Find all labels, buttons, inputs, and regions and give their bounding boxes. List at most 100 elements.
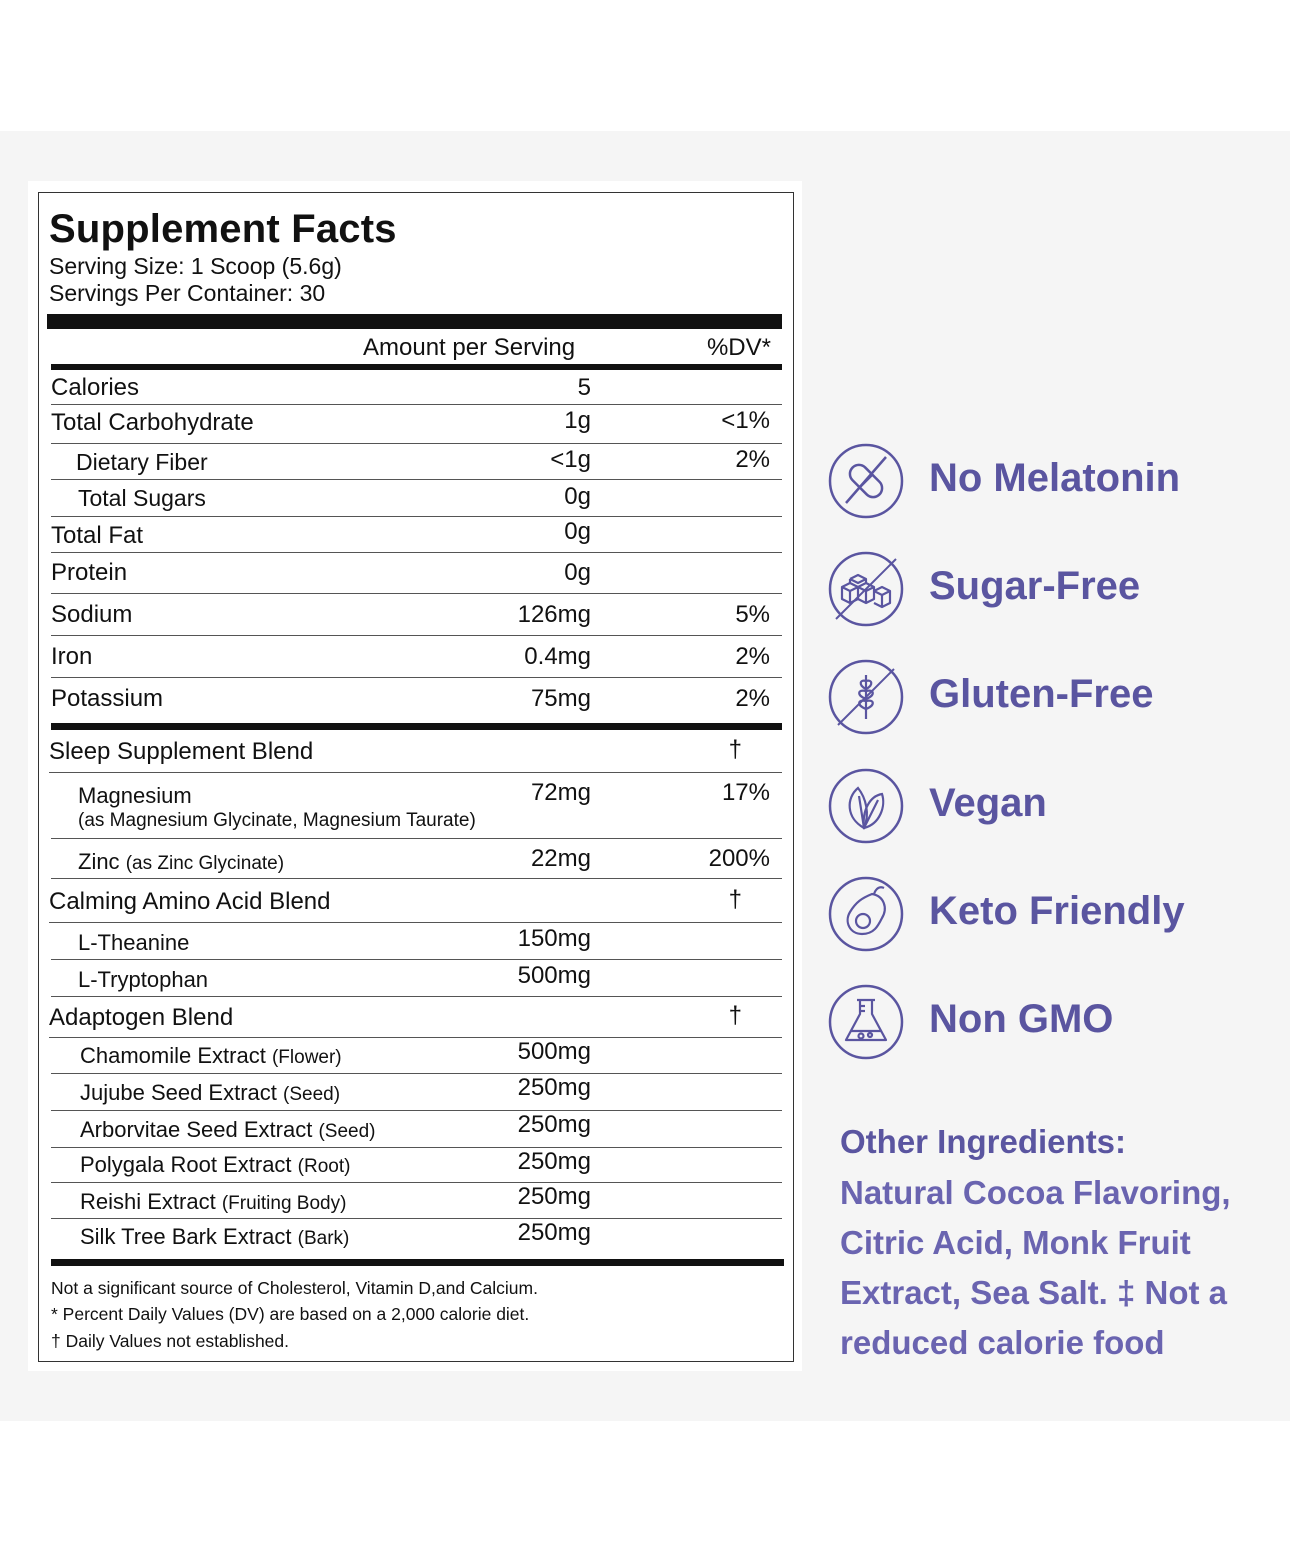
nutrient-name: Potassium: [51, 685, 164, 712]
nutrient-name: Total Fat: [51, 522, 144, 549]
section-divider: [51, 723, 782, 730]
nutrient-amount: 0g: [564, 518, 591, 545]
nutrient-dv: 2%: [735, 685, 770, 712]
ingredient-part: (Seed): [318, 1121, 376, 1142]
header-divider: [51, 364, 782, 370]
nutrient-amount: 126mg: [517, 601, 591, 628]
nutrient-row: Iron 0.4mg 2%: [51, 636, 782, 678]
thick-divider: [47, 314, 782, 329]
nutrient-amount: 0g: [564, 483, 591, 510]
blend-dv: †: [728, 1002, 742, 1029]
ingredient-dv: 200%: [708, 845, 770, 872]
ingredient-name: L-Theanine: [78, 930, 190, 955]
nutrient-row: Total Fat 0g: [51, 517, 782, 553]
ingredient-label: Polygala Root Extract: [80, 1152, 292, 1177]
blend-row: Sleep Supplement Blend †: [49, 730, 782, 773]
blend-row: Adaptogen Blend †: [49, 997, 782, 1038]
servings-per-container: Servings Per Container: 30: [49, 280, 326, 306]
ingredient-row: Chamomile Extract (Flower) 500mg: [51, 1038, 782, 1074]
other-ingredients-title: Other Ingredients:: [840, 1123, 1127, 1160]
ingredient-name: L-Tryptophan: [78, 967, 209, 992]
capsule-crossed-icon: [828, 443, 904, 519]
supplement-facts-panel: Supplement Facts Serving Size: 1 Scoop (…: [38, 192, 794, 1362]
badge-label: Sugar-Free: [929, 564, 1141, 608]
other-ingredients-line: reduced calorie food: [840, 1324, 1165, 1361]
facts-title: Supplement Facts: [49, 207, 397, 251]
nutrient-amount: 75mg: [530, 685, 591, 712]
footnote: Not a significant source of Cholesterol,…: [51, 1278, 538, 1298]
ingredient-label: Reishi Extract: [80, 1189, 216, 1214]
blend-dv: †: [728, 886, 742, 913]
header-dv: %DV*: [706, 334, 771, 361]
nutrient-amount: 5: [577, 374, 591, 401]
ingredient-amount: 250mg: [517, 1183, 591, 1210]
nutrient-row: Total Sugars 0g: [51, 480, 782, 517]
section-divider: [51, 1259, 784, 1266]
ingredient-row: L-Theanine 150mg: [51, 923, 782, 960]
nutrient-name: Calories: [51, 374, 140, 401]
flask-icon: [828, 984, 904, 1060]
ingredient-amount: 250mg: [517, 1111, 591, 1138]
ingredient-amount: 500mg: [517, 1038, 591, 1065]
ingredient-part: (Seed): [283, 1084, 341, 1105]
nutrient-amount: <1g: [550, 446, 591, 473]
blend-row: Calming Amino Acid Blend †: [49, 879, 782, 923]
ingredient-row: L-Tryptophan 500mg: [51, 960, 782, 997]
footnote: * Percent Daily Values (DV) are based on…: [51, 1304, 530, 1324]
nutrient-row: Protein 0g: [51, 553, 782, 594]
nutrient-name: Dietary Fiber: [76, 449, 208, 475]
ingredient-amount: 22mg: [530, 845, 591, 872]
ingredient-label: Chamomile Extract: [80, 1043, 266, 1068]
blend-name: Sleep Supplement Blend: [49, 738, 314, 765]
ingredient-row: Silk Tree Bark Extract (Bark) 250mg: [51, 1219, 782, 1257]
wheat-crossed-icon: [828, 659, 904, 735]
ingredient-dv: 17%: [721, 779, 770, 806]
ingredient-name: Jujube Seed Extract (Seed): [80, 1080, 340, 1106]
ingredient-name: Polygala Root Extract (Root): [80, 1152, 350, 1178]
ingredient-amount: 250mg: [517, 1074, 591, 1101]
nutrient-name: Total Carbohydrate: [51, 409, 254, 436]
ingredient-name: Magnesium: [78, 783, 192, 808]
ingredient-row: Jujube Seed Extract (Seed) 250mg: [51, 1074, 782, 1111]
nutrient-name: Sodium: [51, 601, 133, 628]
avocado-icon: [828, 876, 904, 952]
other-ingredients-line: Extract, Sea Salt. ‡ Not a: [840, 1274, 1227, 1311]
ingredient-row: Polygala Root Extract (Root) 250mg: [51, 1148, 782, 1183]
blend-dv: †: [728, 736, 742, 763]
ingredient-name: Reishi Extract (Fruiting Body): [80, 1189, 346, 1215]
other-ingredients-line: Natural Cocoa Flavoring,: [840, 1174, 1231, 1211]
nutrient-name: Total Sugars: [78, 485, 206, 511]
nutrient-name: Protein: [51, 559, 128, 586]
nutrient-row: Total Carbohydrate 1g <1%: [51, 405, 782, 444]
nutrient-amount: 1g: [564, 407, 591, 434]
ingredient-amount: 500mg: [517, 962, 591, 989]
ingredient-label: Arborvitae Seed Extract: [80, 1117, 313, 1142]
ingredient-amount: 250mg: [517, 1219, 591, 1246]
nutrient-dv: 2%: [735, 446, 770, 473]
ingredient-detail: (as Zinc Glycinate): [125, 853, 285, 874]
ingredient-row: Zinc (as Zinc Glycinate) 22mg 200%: [51, 839, 782, 879]
serving-size: Serving Size: 1 Scoop (5.6g): [49, 253, 342, 279]
ingredient-amount: 72mg: [530, 779, 591, 806]
footnote: † Daily Values not established.: [51, 1331, 290, 1351]
other-ingredients-line: Citric Acid, Monk Fruit: [840, 1224, 1191, 1261]
badge-label: Non GMO: [929, 997, 1114, 1041]
ingredient-name: Chamomile Extract (Flower): [80, 1043, 342, 1069]
nutrient-amount: 0g: [564, 559, 591, 586]
blend-name: Adaptogen Blend: [49, 1004, 234, 1031]
ingredient-part: (Flower): [271, 1047, 342, 1068]
ingredient-label: Jujube Seed Extract: [80, 1080, 277, 1105]
blend-name: Calming Amino Acid Blend: [49, 888, 331, 915]
ingredient-row: Magnesium (as Magnesium Glycinate, Magne…: [51, 773, 782, 839]
ingredient-row: Arborvitae Seed Extract (Seed) 250mg: [51, 1111, 782, 1148]
leaf-icon: [828, 768, 904, 844]
ingredient-part: (Fruiting Body): [221, 1193, 347, 1214]
header-amount: Amount per Serving: [363, 334, 576, 361]
ingredient-detail: (as Magnesium Glycinate, Magnesium Taura…: [78, 810, 476, 831]
nutrient-name: Iron: [51, 643, 93, 670]
ingredient-row: Reishi Extract (Fruiting Body) 250mg: [51, 1183, 782, 1219]
nutrient-amount: 0.4mg: [524, 643, 591, 670]
nutrient-dv: 2%: [735, 643, 770, 670]
ingredient-name: Silk Tree Bark Extract (Bark): [80, 1224, 349, 1250]
sugar-cubes-crossed-icon: [828, 551, 904, 627]
